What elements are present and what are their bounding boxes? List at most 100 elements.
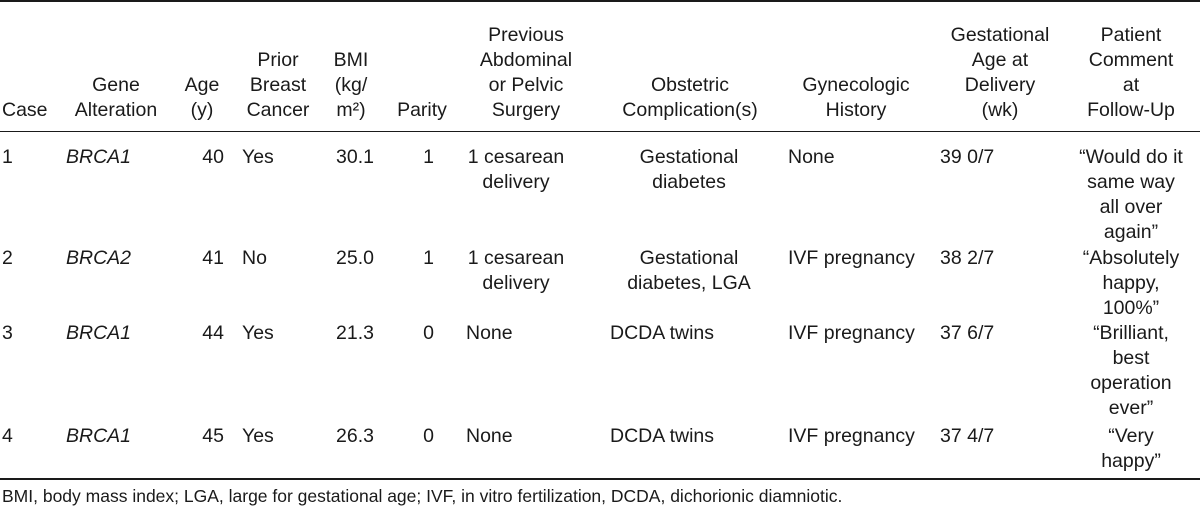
header-line: Gynecologic bbox=[802, 74, 910, 96]
top-rule bbox=[0, 0, 1200, 2]
header-line: History bbox=[825, 99, 887, 121]
header-case: Case bbox=[2, 98, 48, 123]
cell-line: Yes bbox=[242, 146, 274, 168]
cell-line: DCDA twins bbox=[610, 425, 715, 447]
cell-line: 0 bbox=[423, 425, 434, 447]
cell-ga: 37 6/7 bbox=[940, 321, 1064, 346]
cell-complication: Gestational diabetes bbox=[610, 145, 768, 195]
cell-line: No bbox=[242, 247, 267, 269]
header-line: Complication(s) bbox=[622, 99, 758, 121]
cell-complication: Gestational diabetes, LGA bbox=[610, 246, 768, 296]
cell-case: 3 bbox=[2, 321, 48, 346]
cell-line: ever” bbox=[1108, 397, 1154, 419]
header-previous-surgery: Previous Abdominal or Pelvic Surgery bbox=[460, 23, 592, 123]
cell-gene: BRCA1 bbox=[66, 424, 182, 449]
cell-line: None bbox=[466, 322, 513, 344]
cell-line: 44 bbox=[202, 322, 224, 344]
header-gestational-age: Gestational Age at Delivery (wk) bbox=[938, 23, 1062, 123]
bottom-rule bbox=[0, 478, 1200, 480]
cell-comment: “Would do it same way all over again” bbox=[1064, 145, 1198, 245]
cell-line: diabetes bbox=[652, 171, 726, 193]
cell-parity: 1 bbox=[388, 145, 434, 170]
cell-prior: Yes bbox=[242, 145, 322, 170]
cell-age: 40 bbox=[180, 145, 224, 170]
cell-line: 25.0 bbox=[336, 247, 374, 269]
cell-bmi: 30.1 bbox=[328, 145, 374, 170]
cell-bmi: 25.0 bbox=[328, 246, 374, 271]
header-line: Case bbox=[2, 99, 48, 121]
cell-line: 21.3 bbox=[336, 322, 374, 344]
header-line: Cancer bbox=[246, 99, 310, 121]
header-gynecologic-history: Gynecologic History bbox=[786, 73, 926, 123]
cell-line: 41 bbox=[202, 247, 224, 269]
cell-line: 37 6/7 bbox=[940, 322, 995, 344]
cell-line: same way bbox=[1087, 171, 1175, 193]
header-line: Breast bbox=[249, 74, 307, 96]
cell-line: Gestational bbox=[639, 146, 739, 168]
cell-history: None bbox=[788, 145, 928, 170]
header-line: Age at bbox=[971, 49, 1029, 71]
cell-comment: “Brilliant, best operation ever” bbox=[1064, 321, 1198, 421]
cell-line: BRCA2 bbox=[66, 247, 132, 269]
header-line: Age bbox=[184, 74, 220, 96]
cell-comment: “Very happy” bbox=[1064, 424, 1198, 474]
header-bmi: BMI (kg/m²) bbox=[328, 48, 374, 123]
cell-age: 41 bbox=[180, 246, 224, 271]
cell-ga: 39 0/7 bbox=[940, 145, 1064, 170]
cell-parity: 1 bbox=[388, 246, 434, 271]
cell-prior: No bbox=[242, 246, 322, 271]
cell-line: 1 cesarean bbox=[467, 247, 565, 269]
cell-line: all over bbox=[1099, 196, 1163, 218]
cell-line: 100%” bbox=[1102, 297, 1160, 319]
cell-line: 1 bbox=[2, 146, 13, 168]
cell-age: 45 bbox=[180, 424, 224, 449]
cell-line: Yes bbox=[242, 425, 274, 447]
header-line: Surgery bbox=[491, 99, 561, 121]
cell-line: again” bbox=[1103, 221, 1159, 243]
cell-ga: 38 2/7 bbox=[940, 246, 1064, 271]
cell-line: delivery bbox=[482, 171, 550, 193]
cell-line: “Brilliant, bbox=[1093, 322, 1169, 344]
cell-line: None bbox=[466, 425, 513, 447]
cell-line: 26.3 bbox=[336, 425, 374, 447]
header-line: Obstetric bbox=[650, 74, 730, 96]
cell-line: happy, bbox=[1102, 272, 1160, 294]
cell-surgery: 1 cesarean delivery bbox=[466, 246, 566, 296]
cell-line: 0 bbox=[423, 322, 434, 344]
cell-line: “Would do it bbox=[1079, 146, 1183, 168]
cell-line: operation bbox=[1090, 372, 1172, 394]
header-line: Comment bbox=[1088, 49, 1174, 71]
cell-case: 2 bbox=[2, 246, 48, 271]
cell-line: happy” bbox=[1101, 450, 1161, 472]
cell-line: 4 bbox=[2, 425, 13, 447]
cell-line: DCDA twins bbox=[610, 322, 715, 344]
cell-line: 30.1 bbox=[336, 146, 374, 168]
header-line: (kg/ bbox=[334, 74, 368, 96]
header-line: Delivery bbox=[964, 74, 1036, 96]
cell-line: Yes bbox=[242, 322, 274, 344]
header-line: Previous bbox=[488, 24, 564, 46]
cell-line: “Absolutely bbox=[1082, 247, 1180, 269]
cell-surgery: None bbox=[466, 424, 598, 449]
header-line: (y) bbox=[190, 99, 214, 121]
cell-line: 38 2/7 bbox=[940, 247, 995, 269]
header-line: Prior bbox=[257, 49, 299, 71]
cell-bmi: 21.3 bbox=[328, 321, 374, 346]
cell-line: 3 bbox=[2, 322, 13, 344]
cell-line: BRCA1 bbox=[66, 146, 132, 168]
cell-surgery: 1 cesarean delivery bbox=[466, 145, 566, 195]
cell-line: delivery bbox=[482, 272, 550, 294]
header-line: Follow-Up bbox=[1087, 99, 1175, 121]
cell-complication: DCDA twins bbox=[610, 424, 778, 449]
header-patient-comment: Patient Comment at Follow-Up bbox=[1064, 23, 1198, 123]
cell-history: IVF pregnancy bbox=[788, 424, 928, 449]
header-line: Patient bbox=[1100, 24, 1162, 46]
header-obstetric-complication: Obstetric Complication(s) bbox=[606, 73, 774, 123]
cell-line: 37 4/7 bbox=[940, 425, 995, 447]
cell-surgery: None bbox=[466, 321, 598, 346]
cell-age: 44 bbox=[180, 321, 224, 346]
cell-parity: 0 bbox=[388, 424, 434, 449]
cell-prior: Yes bbox=[242, 424, 322, 449]
cell-line: best bbox=[1112, 347, 1150, 369]
